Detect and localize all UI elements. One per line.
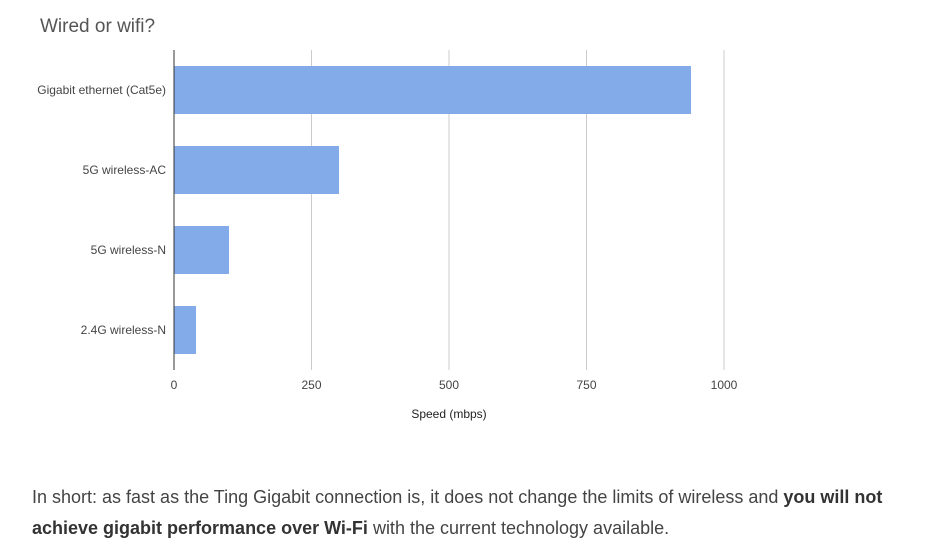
bar-chart: Wired or wifi? 0 250 500 750 1000 Gigabit ethe… <box>37 16 738 421</box>
caption-bold-text: you will not achieve gigabit performance… <box>32 487 883 538</box>
x-tick-label-750: 750 <box>576 378 596 392</box>
x-tick-label-500: 500 <box>439 378 459 392</box>
x-tick-label-0: 0 <box>171 378 178 392</box>
x-tick-label-1000: 1000 <box>711 378 738 392</box>
category-label-4: 2.4G wireless-N <box>81 323 166 337</box>
bar-2 <box>174 146 339 194</box>
caption-paragraph: In short: as fast as the Ting Gigabit co… <box>32 482 928 544</box>
category-label-1: Gigabit ethernet (Cat5e) <box>37 83 166 97</box>
category-label-3: 5G wireless-N <box>91 243 166 257</box>
x-axis-title: Speed (mbps) <box>411 407 486 421</box>
bar-4 <box>174 306 196 354</box>
caption-text-start: In short: as fast as the Ting Gigabit co… <box>32 487 784 507</box>
bar-3 <box>174 226 229 274</box>
chart-title: Wired or wifi? <box>40 16 155 37</box>
chart-svg: Wired or wifi? 0 250 500 750 1000 Gigabit ethe… <box>37 16 738 421</box>
x-tick-label-250: 250 <box>301 378 321 392</box>
bar-1 <box>174 66 691 114</box>
category-label-2: 5G wireless-AC <box>83 163 167 177</box>
caption-text-end: with the current technology available. <box>367 518 670 538</box>
